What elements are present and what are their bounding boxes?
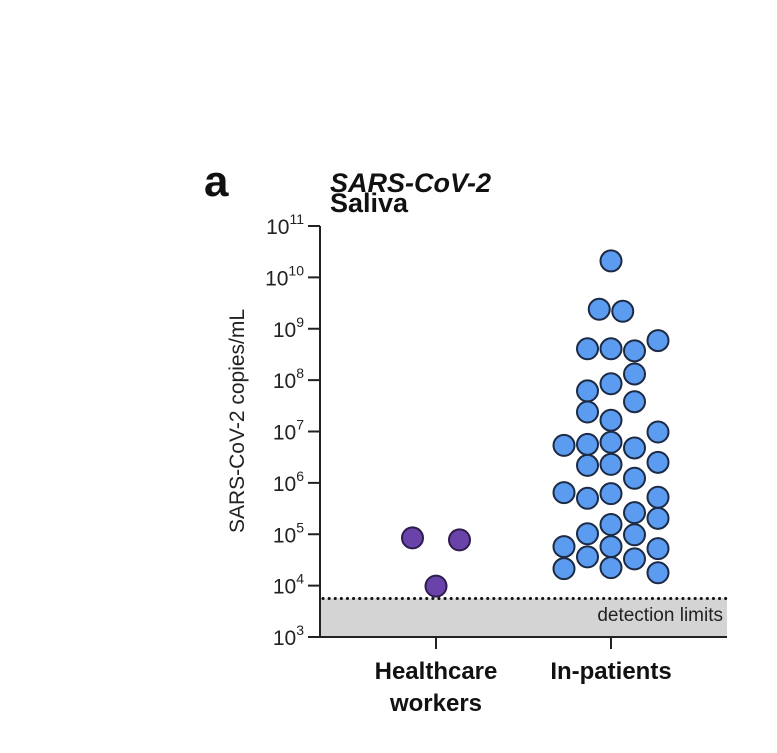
data-point (646, 537, 670, 561)
data-point (599, 408, 623, 432)
x-category-label: In-patients (550, 658, 671, 685)
data-point (623, 466, 646, 490)
chart-subtitle: Saliva (330, 188, 409, 218)
data-point (576, 486, 599, 510)
panel-letter: a (204, 157, 229, 206)
data-point (599, 372, 623, 396)
y-tick-label: 107 (273, 417, 304, 445)
data-point (611, 299, 635, 323)
y-tick-label-base: 10 (273, 422, 296, 445)
y-tick-label-base: 10 (273, 370, 296, 393)
data-point (576, 522, 599, 546)
data-point (599, 430, 623, 454)
data-point (599, 249, 623, 273)
data-point (623, 547, 646, 571)
data-point (576, 379, 599, 403)
data-point (599, 452, 623, 476)
y-tick-label-exponent: 11 (289, 211, 304, 227)
data-point (576, 337, 599, 361)
data-point (587, 297, 611, 321)
y-tick-label-exponent: 9 (296, 314, 304, 330)
y-tick-label-exponent: 3 (296, 622, 304, 638)
y-tick-label: 104 (273, 571, 304, 599)
series-in-patients (552, 249, 670, 585)
y-tick-label: 103 (273, 622, 304, 650)
data-point (599, 535, 623, 559)
detection-limit-band (320, 598, 727, 637)
data-point (646, 420, 670, 444)
x-ticks-group: Healthcare workers In-patients (375, 637, 672, 717)
data-point (646, 329, 670, 353)
y-tick-label-exponent: 10 (288, 262, 304, 278)
detection-limits-annotation: detection limits (597, 605, 723, 626)
data-point (576, 400, 599, 424)
data-point (576, 545, 599, 569)
y-tick-label-exponent: 5 (296, 519, 304, 535)
data-point (552, 535, 576, 559)
y-tick-label: 109 (273, 314, 304, 342)
y-tick-label-exponent: 8 (296, 365, 304, 381)
y-tick-label: 105 (273, 519, 304, 547)
x-category-label: workers (389, 690, 482, 717)
y-tick-label-base: 10 (273, 319, 296, 342)
data-point (646, 485, 670, 509)
y-tick-label-base: 10 (273, 627, 296, 650)
data-point (623, 390, 646, 414)
chart-title: SARS-CoV-2 (330, 168, 491, 198)
y-tick-label-base: 10 (266, 216, 289, 239)
data-point (599, 482, 623, 506)
data-point (623, 339, 646, 363)
y-tick-label-exponent: 4 (296, 571, 304, 587)
y-axis-label: SARS-CoV-2 copies/mL (226, 309, 249, 533)
data-point (552, 557, 576, 581)
data-point (623, 362, 646, 386)
data-point (623, 436, 646, 460)
data-point (576, 432, 599, 456)
y-tick-label-base: 10 (273, 576, 296, 599)
points-group (401, 249, 670, 598)
data-point (599, 556, 623, 580)
series-healthcare-workers (401, 526, 471, 598)
x-category-label: Healthcare (375, 658, 498, 685)
y-tick-label: 1010 (265, 262, 304, 290)
y-tick-label-base: 10 (273, 473, 296, 496)
data-point (646, 450, 670, 474)
data-point (576, 453, 599, 477)
y-tick-label: 108 (273, 365, 304, 393)
data-point (646, 561, 670, 585)
y-tick-label-base: 10 (273, 524, 296, 547)
data-point (552, 481, 576, 505)
y-tick-label-exponent: 6 (296, 468, 304, 484)
data-point (448, 528, 471, 552)
data-point (623, 523, 646, 547)
data-point (623, 501, 646, 525)
data-point (552, 433, 576, 457)
data-point (599, 337, 623, 361)
y-tick-label-base: 10 (265, 267, 288, 290)
data-point (599, 512, 623, 536)
data-point (424, 574, 448, 598)
data-point (646, 506, 670, 530)
detection-band-group: detection limits (320, 596, 729, 637)
y-tick-label-exponent: 7 (296, 417, 304, 433)
data-point (401, 526, 424, 550)
y-tick-label: 106 (273, 468, 304, 496)
y-tick-label: 1011 (266, 211, 304, 239)
